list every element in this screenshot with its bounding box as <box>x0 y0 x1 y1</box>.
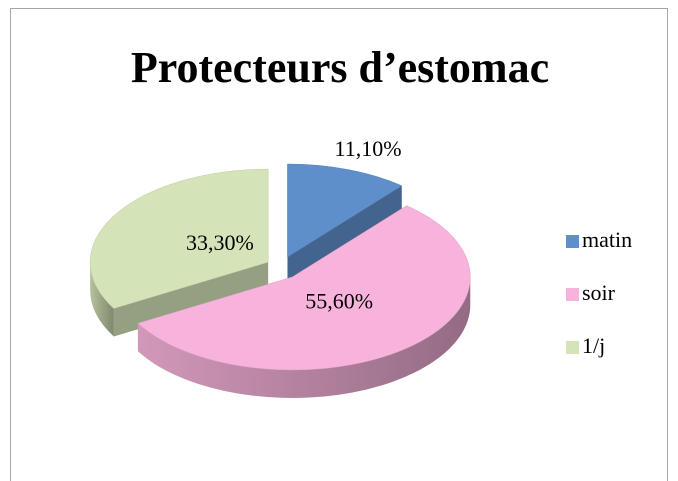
slice-wall <box>113 262 269 337</box>
legend-label: soir <box>582 280 616 305</box>
slice-side <box>90 262 114 337</box>
data-label: 55,60% <box>305 289 373 314</box>
legend-label: 1/j <box>582 333 605 358</box>
pie: 11,10% 55,60% 33,30% <box>89 136 471 398</box>
data-label: 33,30% <box>186 230 254 255</box>
slice <box>89 168 269 309</box>
data-label: 11,10% <box>335 136 402 161</box>
chart-title: Protecteurs d’estomac <box>131 43 549 92</box>
legend: matin soir 1/j <box>566 227 632 358</box>
legend-label: matin <box>582 227 632 252</box>
slice <box>137 205 471 371</box>
legend-swatch <box>566 341 579 354</box>
slice-wall <box>287 185 402 286</box>
slice <box>287 163 403 258</box>
legend-swatch <box>566 235 579 248</box>
slice-side <box>137 276 471 398</box>
legend-swatch <box>566 288 579 301</box>
